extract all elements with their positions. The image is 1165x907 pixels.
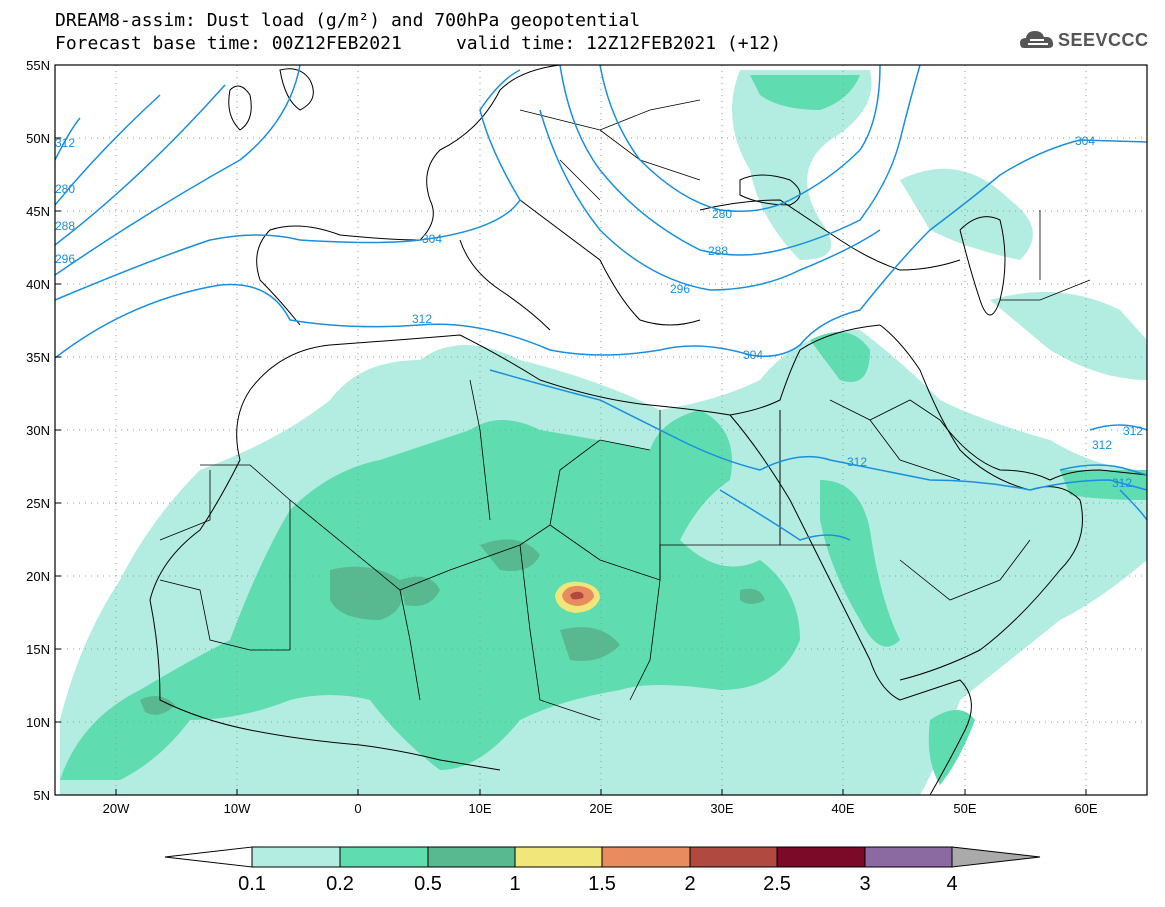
svg-text:312: 312 <box>1092 438 1112 452</box>
colorbar-label: 0.5 <box>414 873 442 895</box>
colorbar-high-triangle <box>951 846 1041 868</box>
svg-text:312: 312 <box>1112 476 1132 490</box>
svg-text:296: 296 <box>670 282 690 296</box>
colorbar-label: 1 <box>509 873 520 895</box>
lat-label: 45N <box>26 204 50 219</box>
lat-label: 10N <box>26 715 50 730</box>
colorbar-segment <box>601 846 691 868</box>
colorbar-segment <box>776 846 866 868</box>
svg-text:288: 288 <box>708 244 728 258</box>
svg-text:312: 312 <box>412 312 432 326</box>
lat-label: 25N <box>26 496 50 511</box>
colorbar-segment <box>689 846 778 868</box>
colorbar-label: 2 <box>684 873 695 895</box>
colorbar-label: 2.5 <box>763 873 791 895</box>
latitude-labels: 55N 50N 45N 40N 35N 30N 25N 20N 15N 10N … <box>26 58 50 803</box>
lon-label: 0 <box>354 801 361 816</box>
svg-text:280: 280 <box>55 182 75 196</box>
lat-label: 40N <box>26 277 50 292</box>
svg-text:312: 312 <box>1123 424 1143 438</box>
logo-text: SEEVCCC <box>1058 30 1149 50</box>
colorbar-label: 4 <box>946 873 957 895</box>
borders <box>159 99 1091 721</box>
svg-text:312: 312 <box>55 136 75 150</box>
colorbar-segment <box>427 846 516 868</box>
svg-text:288: 288 <box>55 219 75 233</box>
colorbar-labels: 0.1 0.2 0.5 1 1.5 2 2.5 3 4 <box>238 873 957 895</box>
lat-label: 20N <box>26 569 50 584</box>
lat-label: 35N <box>26 350 50 365</box>
base-time: Forecast base time: 00Z12FEB2021 <box>55 33 402 54</box>
svg-text:304: 304 <box>743 348 763 362</box>
svg-text:304: 304 <box>1075 134 1095 148</box>
colorbar-segment <box>514 846 603 868</box>
cloud-logo-icon <box>1020 31 1054 48</box>
geopotential-contours <box>55 65 1147 541</box>
lon-label: 60E <box>1074 801 1097 816</box>
lon-label: 10W <box>224 801 251 816</box>
contour-labels: 312 280 288 296 304 304 312 304 312 312 … <box>55 134 1143 490</box>
colorbar-label: 0.1 <box>238 873 266 895</box>
map-title: DREAM8-assim: Dust load (g/m²) and 700hP… <box>55 10 641 31</box>
graticule <box>55 65 1147 795</box>
lon-label: 40E <box>831 801 854 816</box>
dust-shading <box>60 70 1147 795</box>
colorbar-label: 3 <box>859 873 870 895</box>
coastlines <box>149 65 1147 795</box>
lat-label: 50N <box>26 131 50 146</box>
lat-label: 5N <box>33 788 50 803</box>
colorbar-segment <box>864 846 953 868</box>
lat-label: 30N <box>26 423 50 438</box>
lon-label: 20E <box>589 801 612 816</box>
colorbar-segment <box>251 846 341 868</box>
lon-label: 20W <box>103 801 130 816</box>
colorbar-label: 0.2 <box>326 873 354 895</box>
svg-text:312: 312 <box>847 455 867 469</box>
lat-label: 55N <box>26 58 50 73</box>
svg-text:304: 304 <box>422 232 442 246</box>
svg-text:296: 296 <box>55 252 75 266</box>
longitude-labels: 20W 10W 0 10E 20E 30E 40E 50E 60E <box>103 801 1098 816</box>
colorbar <box>164 846 1041 868</box>
svg-text:280: 280 <box>712 207 732 221</box>
axis-ticks <box>55 64 1087 795</box>
colorbar-low-triangle <box>164 846 253 868</box>
lat-label: 15N <box>26 642 50 657</box>
lon-label: 10E <box>468 801 491 816</box>
colorbar-segment <box>339 846 429 868</box>
valid-time: valid time: 12Z12FEB2021 (+12) <box>455 33 782 54</box>
map-subtitle: Forecast base time: 00Z12FEB2021 valid t… <box>55 34 781 54</box>
lon-label: 50E <box>953 801 976 816</box>
lon-label: 30E <box>710 801 733 816</box>
colorbar-label: 1.5 <box>588 873 616 895</box>
